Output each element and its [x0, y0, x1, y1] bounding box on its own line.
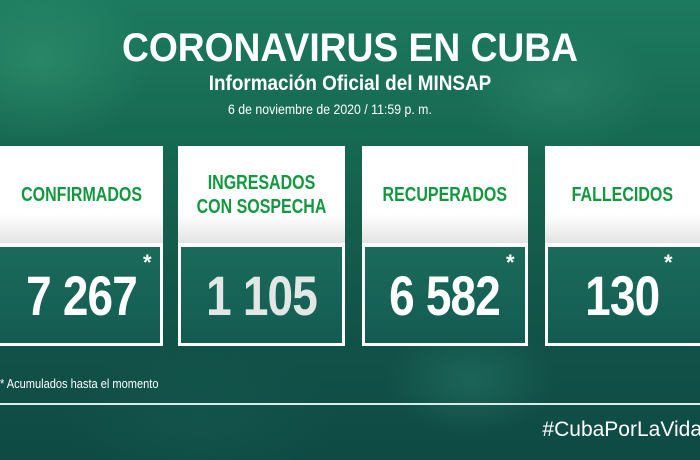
page-subtitle: Información Oficial del MINSAP	[208, 72, 492, 95]
asterisk-mark: *	[143, 250, 152, 275]
card-label: RECUPERADOS	[382, 183, 508, 206]
card-label: FALLECIDOS	[571, 183, 674, 206]
page-title: CORONAVIRUS EN CUBA	[121, 26, 579, 70]
card-value: 1 105	[206, 263, 318, 327]
asterisk-mark: *	[506, 250, 515, 275]
hashtag: #CubaPorLaVida	[542, 418, 700, 441]
card-label: INGRESADOS CON SOSPECHA	[196, 171, 327, 218]
card-value: 6 582	[389, 263, 502, 327]
card-fallecidos: FALLECIDOS 130 *	[545, 146, 700, 346]
asterisk-mark: *	[664, 250, 673, 275]
card-ingresados: INGRESADOS CON SOSPECHA 1 105	[178, 146, 345, 346]
card-recuperados: RECUPERADOS 6 582 *	[362, 146, 528, 346]
footnote: * Acumulados hasta el momento	[0, 376, 159, 391]
report-date: 6 de noviembre de 2020 / 11:59 p. m.	[228, 101, 432, 117]
card-value: 7 267	[26, 263, 138, 327]
divider	[0, 403, 700, 405]
card-label: CONFIRMADOS	[21, 183, 142, 206]
card-value: 130	[585, 263, 660, 327]
card-confirmados: CONFIRMADOS 7 267 *	[0, 146, 163, 346]
